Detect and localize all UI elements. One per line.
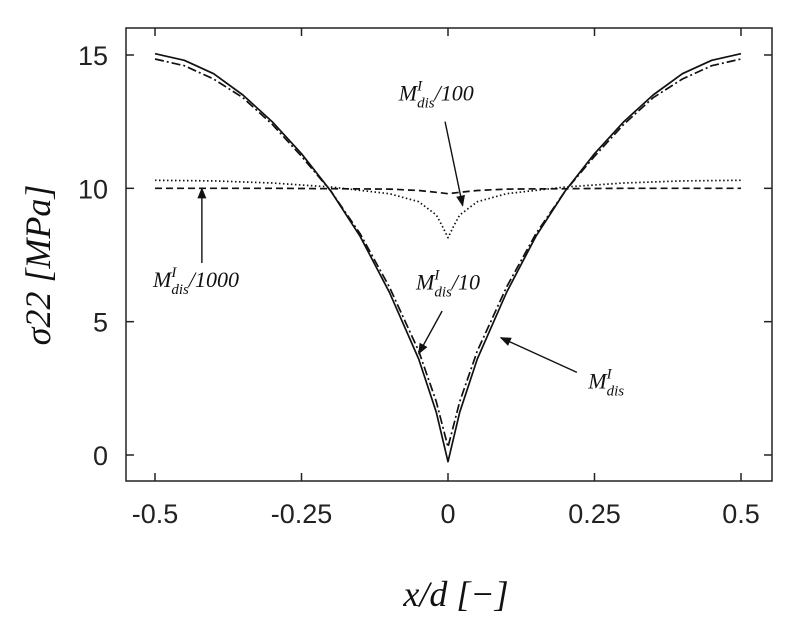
plot-area — [125, 27, 773, 482]
x-axis-label: x/d [−] — [402, 574, 508, 614]
x-tick-label: 0 — [440, 499, 455, 529]
annotation-arrow — [499, 337, 578, 373]
annotation-label: MI dis/1000 — [152, 265, 239, 298]
series-line-dashdot — [154, 58, 742, 448]
y-axis-label: σ22 [MPa] — [18, 185, 58, 346]
annotation: MI dis/1000 — [152, 187, 239, 298]
annotation-label: MI dis/10 — [415, 268, 480, 301]
annotation-label: MI dis — [587, 366, 624, 399]
annotation-label: MI dis/100 — [398, 78, 474, 111]
y-tick-label: 0 — [93, 441, 108, 471]
x-tick-label: -0.25 — [271, 499, 333, 529]
series-line-dashed — [155, 187, 741, 195]
x-tick-label: 0.5 — [722, 499, 760, 529]
axis-ticks: -0.5 -0.25 0 0.25 0.5 0 5 10 15 — [78, 28, 772, 529]
y-tick-label: 5 — [93, 308, 108, 338]
series-layer — [154, 52, 742, 463]
y-tick-label: 15 — [78, 41, 108, 71]
series-line-solid — [154, 52, 742, 463]
annotation: MI dis/10 — [415, 268, 480, 355]
annotation-arrow — [444, 121, 465, 207]
annotation: MI dis — [499, 337, 624, 399]
series-line-dotted — [154, 179, 742, 239]
annotations: MI dis/100 MI dis/1000 MI dis/10 MI dis — [152, 78, 624, 399]
y-tick-label: 10 — [78, 174, 108, 204]
annotation-arrow — [418, 310, 443, 355]
x-tick-label: -0.5 — [132, 499, 179, 529]
x-tick-label: 0.25 — [568, 499, 621, 529]
annotation: MI dis/100 — [398, 78, 474, 207]
